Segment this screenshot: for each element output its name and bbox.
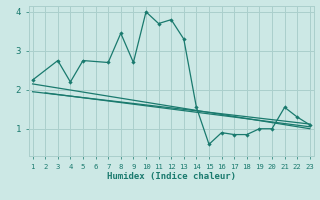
X-axis label: Humidex (Indice chaleur): Humidex (Indice chaleur) (107, 172, 236, 181)
